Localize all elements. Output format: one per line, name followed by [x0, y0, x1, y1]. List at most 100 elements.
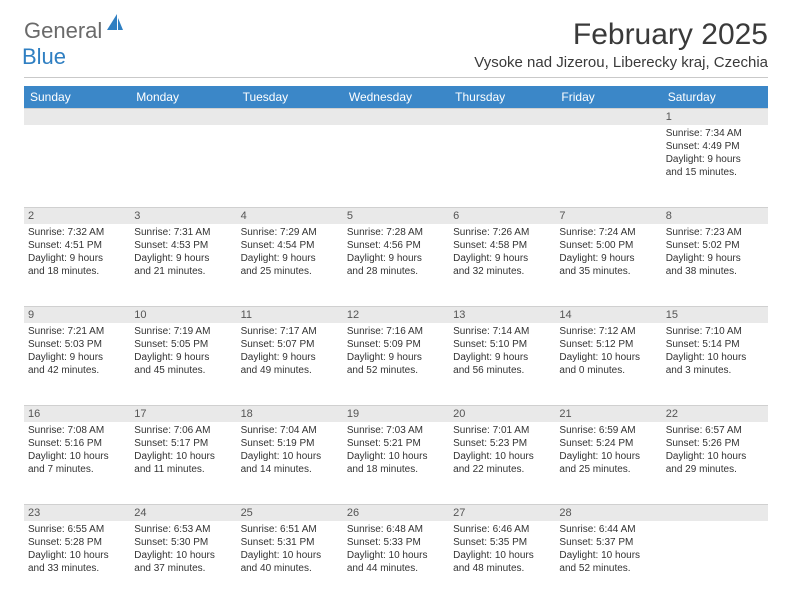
info-line: and 18 minutes. — [347, 463, 445, 476]
day-cell: Sunrise: 7:32 AMSunset: 4:51 PMDaylight:… — [24, 224, 130, 306]
info-line: Sunrise: 6:57 AM — [666, 424, 764, 437]
day-cell: Sunrise: 7:17 AMSunset: 5:07 PMDaylight:… — [237, 323, 343, 405]
title-block: February 2025 Vysoke nad Jizerou, Libere… — [474, 18, 768, 71]
day-cell: Sunrise: 7:06 AMSunset: 5:17 PMDaylight:… — [130, 422, 236, 504]
date-number-row: 2345678 — [24, 207, 768, 224]
day-cell: Sunrise: 6:48 AMSunset: 5:33 PMDaylight:… — [343, 521, 449, 603]
info-line: Daylight: 10 hours — [241, 450, 339, 463]
info-line: Sunrise: 7:04 AM — [241, 424, 339, 437]
info-line: Sunrise: 7:17 AM — [241, 325, 339, 338]
info-line: Sunrise: 7:31 AM — [134, 226, 232, 239]
month-title: February 2025 — [474, 18, 768, 52]
info-line: Sunset: 4:51 PM — [28, 239, 126, 252]
info-line: Daylight: 9 hours — [28, 252, 126, 265]
info-line: Daylight: 10 hours — [347, 549, 445, 562]
info-line: and 28 minutes. — [347, 265, 445, 278]
info-line: Sunrise: 7:10 AM — [666, 325, 764, 338]
date-number: 2 — [24, 207, 130, 224]
day-header-cell: Tuesday — [237, 86, 343, 108]
info-line: Daylight: 9 hours — [453, 351, 551, 364]
date-number-row: 9101112131415 — [24, 306, 768, 323]
info-line: Sunrise: 6:44 AM — [559, 523, 657, 536]
day-header-cell: Wednesday — [343, 86, 449, 108]
info-line: Sunrise: 6:46 AM — [453, 523, 551, 536]
info-row: Sunrise: 7:08 AMSunset: 5:16 PMDaylight:… — [24, 422, 768, 504]
info-line: and 14 minutes. — [241, 463, 339, 476]
day-cell: Sunrise: 7:10 AMSunset: 5:14 PMDaylight:… — [662, 323, 768, 405]
logo-word1: General — [24, 18, 102, 43]
day-header-cell: Saturday — [662, 86, 768, 108]
info-line: Sunset: 4:54 PM — [241, 239, 339, 252]
info-line: and 11 minutes. — [134, 463, 232, 476]
header: General Blue February 2025 Vysoke nad Ji… — [24, 18, 768, 71]
day-cell: Sunrise: 6:46 AMSunset: 5:35 PMDaylight:… — [449, 521, 555, 603]
date-number: 7 — [555, 207, 661, 224]
date-number: 8 — [662, 207, 768, 224]
info-line: and 42 minutes. — [28, 364, 126, 377]
day-cell: Sunrise: 6:59 AMSunset: 5:24 PMDaylight:… — [555, 422, 661, 504]
day-cell — [449, 125, 555, 207]
info-line: Sunrise: 7:23 AM — [666, 226, 764, 239]
info-line: Daylight: 10 hours — [559, 450, 657, 463]
date-number: 16 — [24, 405, 130, 422]
info-line: Sunset: 5:33 PM — [347, 536, 445, 549]
date-number: 24 — [130, 504, 236, 521]
date-number — [343, 108, 449, 125]
date-number: 17 — [130, 405, 236, 422]
day-cell: Sunrise: 6:53 AMSunset: 5:30 PMDaylight:… — [130, 521, 236, 603]
date-number: 20 — [449, 405, 555, 422]
date-number: 25 — [237, 504, 343, 521]
info-line: Daylight: 10 hours — [347, 450, 445, 463]
date-number-row: 1 — [24, 108, 768, 125]
info-line: Sunrise: 7:08 AM — [28, 424, 126, 437]
date-number: 13 — [449, 306, 555, 323]
info-line: Sunrise: 7:32 AM — [28, 226, 126, 239]
date-number — [555, 108, 661, 125]
info-line: and 7 minutes. — [28, 463, 126, 476]
info-line: and 44 minutes. — [347, 562, 445, 575]
date-number: 18 — [237, 405, 343, 422]
date-number: 19 — [343, 405, 449, 422]
info-line: and 15 minutes. — [666, 166, 764, 179]
info-line: Sunset: 5:26 PM — [666, 437, 764, 450]
info-line: Daylight: 10 hours — [666, 450, 764, 463]
day-cell — [555, 125, 661, 207]
day-cell: Sunrise: 7:04 AMSunset: 5:19 PMDaylight:… — [237, 422, 343, 504]
info-line: Sunrise: 7:24 AM — [559, 226, 657, 239]
day-cell — [24, 125, 130, 207]
day-cell: Sunrise: 7:31 AMSunset: 4:53 PMDaylight:… — [130, 224, 236, 306]
day-cell: Sunrise: 7:01 AMSunset: 5:23 PMDaylight:… — [449, 422, 555, 504]
info-line: and 40 minutes. — [241, 562, 339, 575]
date-number: 4 — [237, 207, 343, 224]
location-text: Vysoke nad Jizerou, Liberecky kraj, Czec… — [474, 54, 768, 71]
info-row: Sunrise: 7:34 AMSunset: 4:49 PMDaylight:… — [24, 125, 768, 207]
info-line: Sunset: 4:58 PM — [453, 239, 551, 252]
info-line: Daylight: 10 hours — [28, 450, 126, 463]
info-line: Daylight: 9 hours — [134, 252, 232, 265]
info-line: and 35 minutes. — [559, 265, 657, 278]
logo: General Blue — [24, 18, 127, 70]
info-line: Sunset: 5:16 PM — [28, 437, 126, 450]
day-cell — [662, 521, 768, 603]
day-header-cell: Friday — [555, 86, 661, 108]
info-line: Daylight: 10 hours — [666, 351, 764, 364]
info-line: and 21 minutes. — [134, 265, 232, 278]
day-cell: Sunrise: 7:21 AMSunset: 5:03 PMDaylight:… — [24, 323, 130, 405]
info-line: Sunset: 5:35 PM — [453, 536, 551, 549]
day-cell: Sunrise: 7:29 AMSunset: 4:54 PMDaylight:… — [237, 224, 343, 306]
info-line: Sunset: 5:02 PM — [666, 239, 764, 252]
info-line: Daylight: 9 hours — [347, 351, 445, 364]
day-cell: Sunrise: 6:57 AMSunset: 5:26 PMDaylight:… — [662, 422, 768, 504]
info-line: Sunrise: 7:03 AM — [347, 424, 445, 437]
info-line: and 48 minutes. — [453, 562, 551, 575]
info-line: Sunset: 5:23 PM — [453, 437, 551, 450]
logo-sail-icon — [105, 12, 125, 32]
info-line: Sunset: 5:31 PM — [241, 536, 339, 549]
info-line: Sunset: 4:56 PM — [347, 239, 445, 252]
info-line: and 52 minutes. — [559, 562, 657, 575]
info-line: Sunrise: 7:16 AM — [347, 325, 445, 338]
info-line: Daylight: 10 hours — [559, 351, 657, 364]
info-line: Sunrise: 6:59 AM — [559, 424, 657, 437]
info-line: Sunset: 5:24 PM — [559, 437, 657, 450]
date-number: 14 — [555, 306, 661, 323]
